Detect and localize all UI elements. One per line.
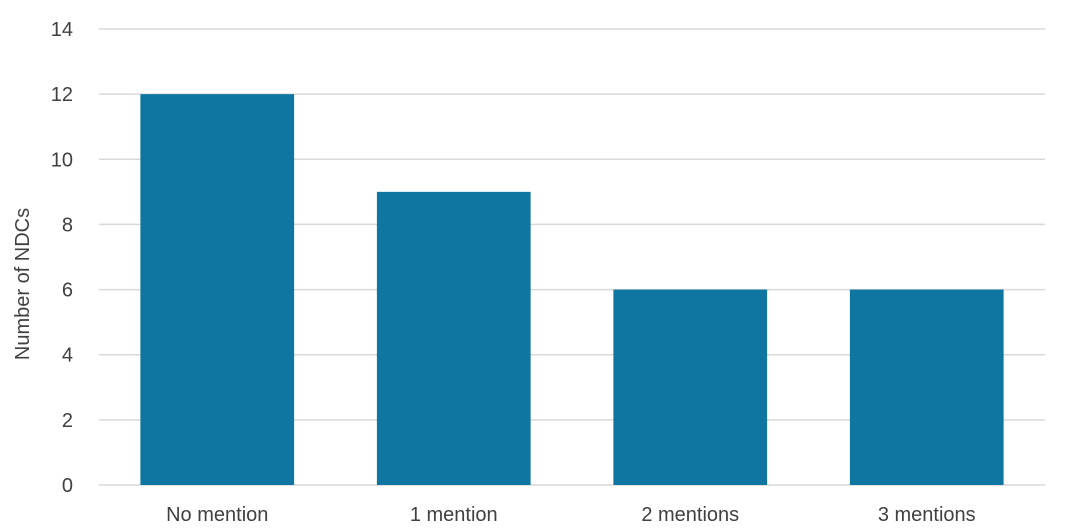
y-tick-label: 0 — [62, 475, 73, 497]
y-tick-label: 8 — [62, 214, 73, 236]
bars — [140, 94, 1004, 486]
x-tick-label: 3 mentions — [878, 504, 976, 526]
bar — [140, 94, 295, 486]
bar — [849, 289, 1004, 485]
y-tick-label: 4 — [62, 345, 73, 367]
y-tick-label: 10 — [51, 149, 73, 171]
x-tick-label: 1 mention — [410, 504, 498, 526]
y-tick-label: 6 — [62, 280, 73, 302]
y-axis-ticks: 0 2 4 6 8 10 12 14 — [51, 19, 73, 497]
bar — [613, 289, 768, 485]
y-tick-label: 2 — [62, 410, 73, 432]
y-axis-title: Number of NDCs — [12, 208, 34, 360]
x-axis-ticks: No mention 1 mention 2 mentions 3 mentions — [166, 504, 976, 526]
y-tick-label: 12 — [51, 84, 73, 106]
x-tick-label: No mention — [166, 504, 268, 526]
bar — [376, 191, 531, 485]
y-tick-label: 14 — [51, 19, 73, 41]
x-tick-label: 2 mentions — [641, 504, 739, 526]
